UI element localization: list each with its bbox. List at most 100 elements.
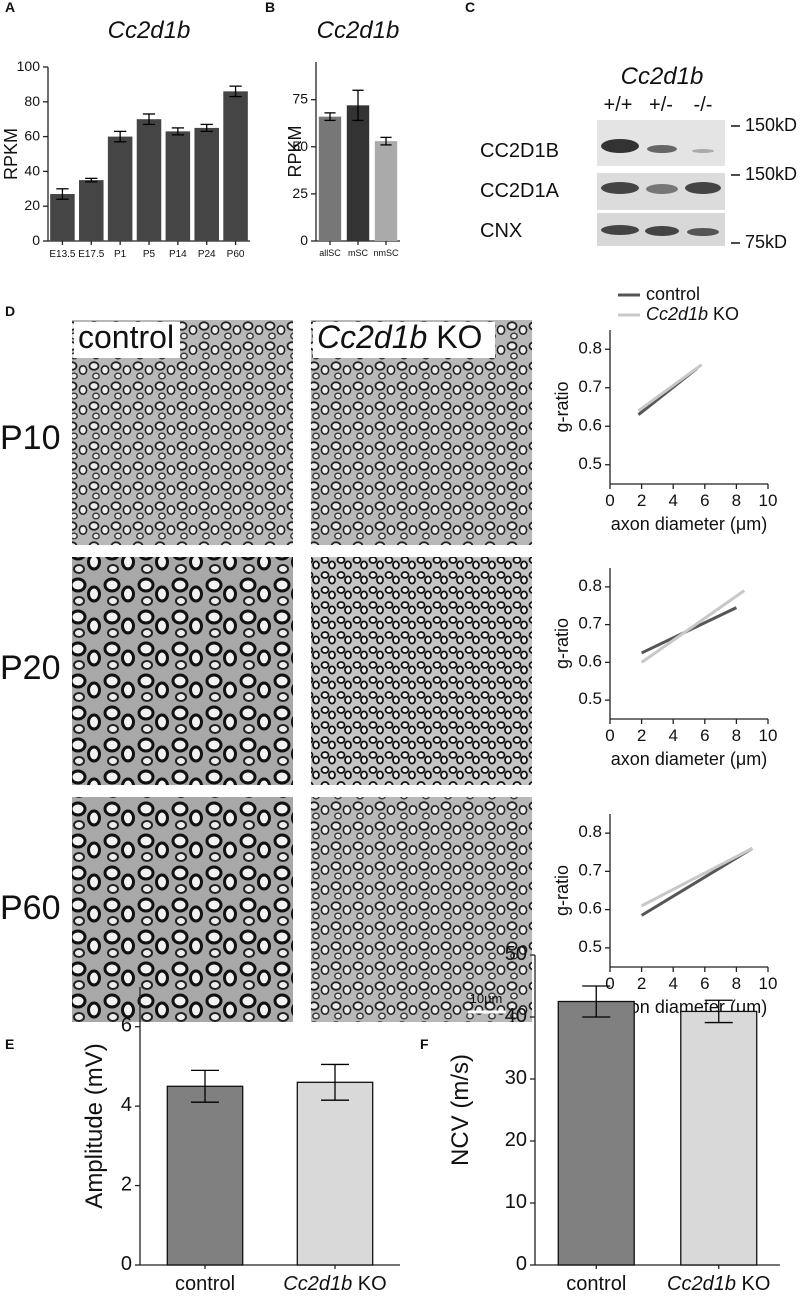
- x-axis-label: axon diameter (μm): [611, 749, 767, 769]
- y-tick-label: 0.7: [578, 614, 602, 633]
- y-tick-label: 6: [121, 1015, 132, 1037]
- x-tick-label: Cc2d1b KO: [283, 1273, 386, 1295]
- label-bg: [313, 322, 495, 358]
- x-tick-label: 10: [759, 974, 778, 993]
- chart-title: Cc2d1b: [108, 17, 191, 44]
- panel-letter: D: [5, 303, 15, 319]
- x-tick-label: 10: [759, 726, 778, 745]
- x-tick-label: P60: [227, 249, 245, 260]
- y-tick-label: 50: [505, 943, 527, 965]
- band: [647, 145, 677, 153]
- bar: [50, 194, 75, 241]
- band: [646, 184, 678, 194]
- micrograph: [72, 797, 293, 1022]
- x-tick-label: 2: [637, 726, 646, 745]
- panel-letter: C: [465, 0, 475, 15]
- column-label: Cc2d1b KO: [317, 319, 482, 355]
- x-tick-label: 6: [700, 726, 709, 745]
- x-tick-label: 4: [668, 491, 677, 510]
- x-tick-label: P5: [143, 249, 156, 260]
- panel-letter: A: [5, 0, 15, 15]
- y-tick-label: 0.8: [578, 823, 602, 842]
- micrograph-images: control Cc2d1b KO P10 P20 P60 10μm: [0, 319, 532, 1022]
- bar: [194, 127, 219, 241]
- row-label: P60: [0, 889, 61, 927]
- blot: C Cc2d1b +/+ +/- -/- CC2D1B CC2D1A CNX 1…: [465, 0, 797, 252]
- x-tick-label: 0: [605, 726, 614, 745]
- y-tick-label: 0.5: [578, 690, 602, 709]
- x-tick-label: mSC: [348, 248, 369, 258]
- x-tick-label: 2: [637, 974, 646, 993]
- bar: [318, 116, 342, 241]
- bar: [346, 105, 370, 241]
- y-axis-label: NCV (m/s): [447, 1054, 474, 1166]
- y-axis-label: g-ratio: [552, 865, 572, 916]
- bar: [136, 119, 162, 241]
- y-tick-label: 30: [505, 1067, 527, 1089]
- y-tick-label: 100: [17, 58, 41, 74]
- row-label: CC2D1B: [480, 140, 559, 162]
- row-label: CNX: [480, 220, 522, 242]
- x-tick-label: Cc2d1b KO: [667, 1273, 770, 1295]
- y-tick-label: 40: [505, 1005, 527, 1027]
- y-tick-label: 75: [292, 90, 308, 106]
- x-tick-label: control: [566, 1273, 626, 1295]
- x-axis-label: axon diameter (μm): [611, 514, 767, 534]
- y-tick-label: 0: [121, 1253, 132, 1275]
- y-tick-label: 0.6: [578, 416, 602, 435]
- bar: [165, 131, 191, 241]
- x-tick-label: 4: [668, 974, 677, 993]
- band: [601, 225, 639, 235]
- panel-letter: E: [5, 1036, 14, 1052]
- column-label: control: [78, 319, 174, 355]
- band: [685, 182, 721, 194]
- scale-bar-label: 10μm: [470, 991, 503, 1006]
- y-axis-label: g-ratio: [552, 381, 572, 432]
- y-tick-label: 0.6: [578, 899, 602, 918]
- bar: [374, 141, 398, 241]
- x-tick-label: P1: [114, 249, 127, 260]
- marker-label: 150kD: [745, 164, 797, 184]
- band: [645, 226, 679, 236]
- band: [601, 182, 639, 194]
- y-tick-label: 20: [24, 197, 40, 213]
- x-tick-label: P14: [169, 249, 187, 260]
- lane-label: +/-: [649, 94, 673, 116]
- lane-label: -/-: [694, 94, 713, 116]
- fit-line: [640, 589, 746, 664]
- y-axis-label: RPKM: [285, 125, 305, 177]
- marker-label: 75kD: [745, 232, 787, 252]
- bar: [79, 180, 104, 241]
- x-tick-label: 0: [605, 491, 614, 510]
- bar: [557, 1000, 635, 1266]
- bar: [223, 91, 248, 241]
- y-tick-label: 10: [505, 1191, 527, 1213]
- bar: [107, 136, 133, 241]
- row-label: P10: [0, 419, 61, 457]
- bar: [166, 1085, 244, 1266]
- legend-label: Cc2d1b KO: [646, 304, 739, 324]
- x-tick-label: E17.5: [78, 249, 105, 260]
- chart-title: Cc2d1b: [317, 17, 400, 44]
- label-bg: [74, 322, 180, 358]
- y-tick-label: 0: [32, 232, 40, 248]
- y-tick-label: 0: [300, 232, 308, 248]
- y-tick-label: 0.5: [578, 937, 602, 956]
- x-tick-label: 8: [732, 974, 741, 993]
- micrograph: [311, 797, 532, 1022]
- x-tick-label: nmSC: [373, 248, 399, 258]
- x-tick-label: control: [175, 1273, 235, 1295]
- band: [692, 149, 714, 153]
- micrograph: [311, 557, 532, 785]
- y-axis-label: RPKM: [1, 128, 21, 180]
- x-tick-label: 8: [732, 726, 741, 745]
- x-tick-label: P24: [198, 249, 216, 260]
- y-tick-label: 0.8: [578, 576, 602, 595]
- y-tick-label: 40: [24, 162, 40, 178]
- marker-label: 150kD: [745, 115, 797, 135]
- lane-label: +/+: [604, 94, 633, 116]
- y-axis-label: Amplitude (mV): [81, 1043, 108, 1208]
- bar: [296, 1081, 374, 1266]
- y-tick-label: 50: [292, 137, 308, 153]
- panel-letter: F: [420, 1036, 429, 1052]
